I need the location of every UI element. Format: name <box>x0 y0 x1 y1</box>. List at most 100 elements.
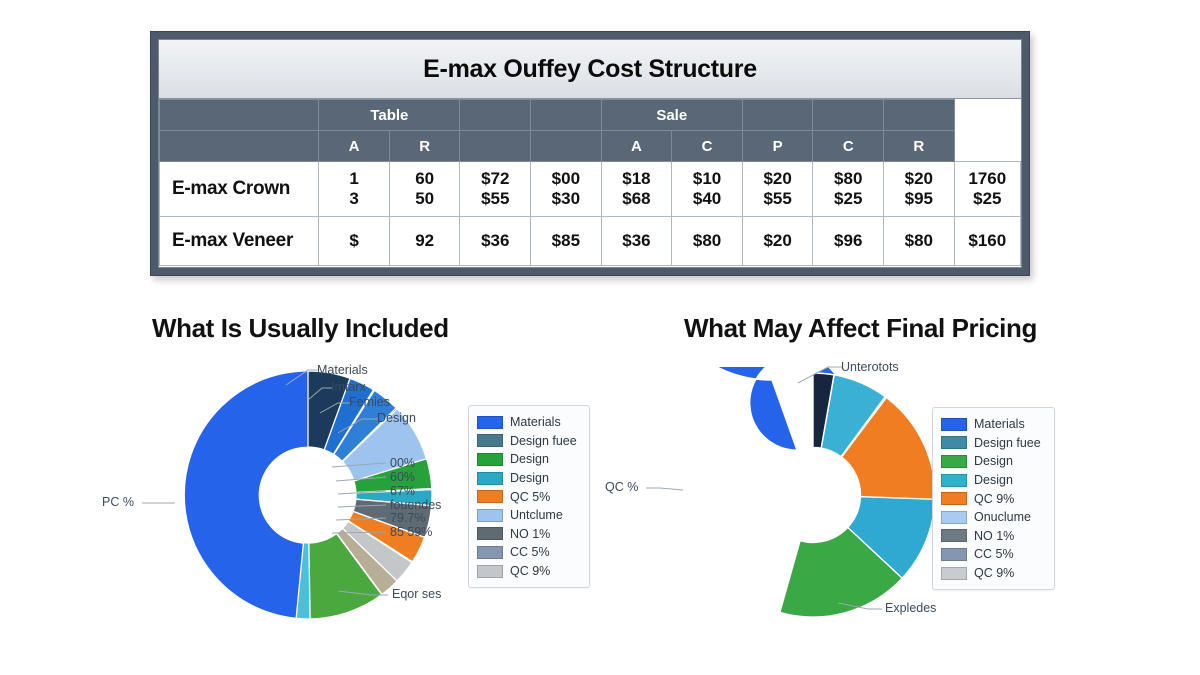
right-chart-area: Unterotots QC % Expledes Materials Desig… <box>605 135 1140 645</box>
table-row: E-max Crown 1 3 60 50 $72 $55 $00 <box>158 161 1022 217</box>
legend-swatch <box>941 492 967 506</box>
group-header-cell <box>812 99 885 131</box>
legend-item[interactable]: Design fuee <box>941 434 1045 453</box>
table-cell: $80 <box>671 216 743 266</box>
table-title-band: E-max Ouffey Cost Structure <box>159 40 1021 99</box>
left-callout-femies: Femies <box>349 395 390 409</box>
cell-line-1: 60 <box>415 169 435 188</box>
legend-item[interactable]: NO 1% <box>477 525 580 544</box>
table-cell: 1760 $25 <box>953 161 1022 217</box>
group-header-cell <box>883 99 955 131</box>
legend-item[interactable]: QC 9% <box>477 562 580 581</box>
table-cell: $20 $95 <box>883 161 955 217</box>
sub-header-cell: R <box>388 130 461 162</box>
legend-label: Design fuee <box>974 435 1041 450</box>
legend-swatch <box>477 452 503 466</box>
legend-item[interactable]: CC 5% <box>941 545 1045 564</box>
cell-line-1: $00 <box>551 169 581 188</box>
cell-line-2: $25 <box>973 189 1002 208</box>
left-chart-legend: Materials Design fuee Design Design QC 5… <box>468 405 590 589</box>
left-callout-67pct: 67% <box>390 484 416 498</box>
table-header: Table Sale A R A C P C <box>158 99 1021 162</box>
legend-label: QC 9% <box>974 491 1015 506</box>
legend-item[interactable]: Onuclume <box>941 508 1045 527</box>
sub-header-cell: A <box>318 130 390 162</box>
legend-item[interactable]: Materials <box>477 413 580 432</box>
legend-label: Design <box>510 471 549 486</box>
sub-header-cell: A <box>600 130 673 162</box>
table-cell: $80 $25 <box>812 161 885 217</box>
table-sub-header-row: A R A C P C R <box>158 130 1021 162</box>
left-callout-materials: Materials <box>317 363 368 377</box>
cell-line-2: $40 <box>692 189 722 208</box>
right-chart-title: What May Affect Final Pricing <box>684 313 1037 343</box>
right-callout-expledes: Expledes <box>885 601 937 615</box>
legend-item[interactable]: QC 5% <box>477 487 580 506</box>
legend-item[interactable]: Design <box>941 452 1045 471</box>
table-title: E-max Ouffey Cost Structure <box>423 54 757 83</box>
legend-label: NO 1% <box>510 526 551 541</box>
legend-item[interactable]: CC 5% <box>477 543 580 562</box>
legend-swatch <box>941 473 967 487</box>
legend-label: QC 5% <box>510 489 551 504</box>
table-body: E-max Crown 1 3 60 50 $72 $55 $00 <box>158 161 1022 266</box>
table-cell: $160 <box>953 216 1022 266</box>
group-header-cell <box>741 99 814 131</box>
legend-swatch <box>477 564 503 578</box>
group-header-table: Table <box>318 99 461 131</box>
legend-swatch <box>477 508 503 522</box>
table-cell: $18 $68 <box>600 161 673 217</box>
table-cell: $20 <box>741 216 814 266</box>
group-header-cell <box>459 99 532 131</box>
legend-label: Untclume <box>510 508 563 523</box>
left-callout-design: Design <box>377 411 416 425</box>
legend-label: Materials <box>510 415 561 430</box>
cell-line-2: $55 <box>481 189 510 208</box>
group-header-cell <box>158 99 320 131</box>
legend-label: Design fuee <box>510 433 577 448</box>
cell-line-1: 1760 <box>968 169 1007 188</box>
legend-label: QC 9% <box>510 564 551 579</box>
legend-swatch <box>477 434 503 448</box>
legend-item[interactable]: Untclume <box>477 506 580 525</box>
sub-header-cell: C <box>671 130 743 162</box>
legend-label: Design <box>974 454 1013 469</box>
legend-swatch <box>941 547 967 561</box>
cell-line-2: $25 <box>834 189 863 208</box>
legend-item[interactable]: Design <box>477 450 580 469</box>
sub-header-cell <box>530 130 602 162</box>
table-cell: $ <box>318 216 390 266</box>
sub-header-cell <box>158 130 320 162</box>
legend-swatch <box>477 415 503 429</box>
cost-structure-table: Table Sale A R A C P C <box>158 99 1022 266</box>
cell-line-2: 3 <box>349 189 359 208</box>
sub-header-cell <box>459 130 532 162</box>
table-row: E-max Veneer $ 92 $36 $85 $36 $80 $20 $9… <box>158 216 1022 266</box>
legend-swatch <box>941 510 967 524</box>
legend-item[interactable]: QC 9% <box>941 564 1045 583</box>
sub-header-cell: R <box>883 130 955 162</box>
table-cell: $96 <box>812 216 885 266</box>
legend-item[interactable]: QC 9% <box>941 489 1045 508</box>
legend-item[interactable]: NO 1% <box>941 527 1045 546</box>
table-cell: $20 $55 <box>741 161 814 217</box>
cell-line-2: $30 <box>551 189 581 208</box>
legend-swatch <box>477 471 503 485</box>
table-cell: $85 <box>530 216 602 266</box>
legend-swatch <box>941 566 967 580</box>
table-cell: $36 <box>459 216 532 266</box>
cell-line-1: $72 <box>481 169 510 188</box>
cell-line-2: $55 <box>763 189 792 208</box>
legend-label: Design <box>510 452 549 467</box>
donut-hole <box>261 448 355 542</box>
left-callout-00pct: 00% <box>390 456 416 470</box>
legend-swatch <box>941 454 967 468</box>
legend-item[interactable]: Materials <box>941 415 1045 434</box>
legend-item[interactable]: Design <box>477 469 580 488</box>
cell-line-1: $20 <box>763 169 792 188</box>
slice-expledes <box>778 526 904 618</box>
table-group-header-row: Table Sale <box>158 99 1021 131</box>
legend-item[interactable]: Design fuee <box>477 432 580 451</box>
legend-item[interactable]: Design <box>941 471 1045 490</box>
sub-header-cell: C <box>812 130 885 162</box>
